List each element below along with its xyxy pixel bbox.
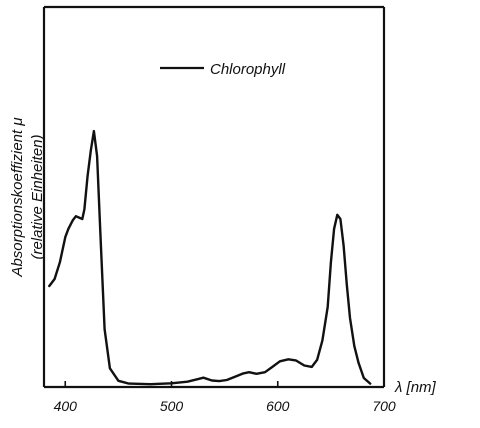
x-tick-label: 600	[266, 398, 290, 414]
series-line-chlorophyll	[48, 129, 372, 386]
y-axis-label: Absorptionskoeffizient μ (relative Einhe…	[9, 117, 46, 277]
x-tick-label: 400	[54, 398, 78, 414]
series-layer	[48, 129, 372, 386]
x-axis-label: λ [nm]	[394, 379, 437, 396]
x-ticks: 400 500 600 700	[54, 381, 396, 414]
x-tick-label: 700	[372, 398, 396, 414]
y-axis-label-line1: Absorptionskoeffizient μ	[9, 117, 26, 277]
plot-frame	[42, 5, 386, 389]
y-axis-label-line2: (relative Einheiten)	[29, 134, 46, 259]
legend-label: Chlorophyll	[210, 61, 286, 78]
legend: Chlorophyll	[160, 61, 286, 78]
x-tick-label: 500	[160, 398, 184, 414]
